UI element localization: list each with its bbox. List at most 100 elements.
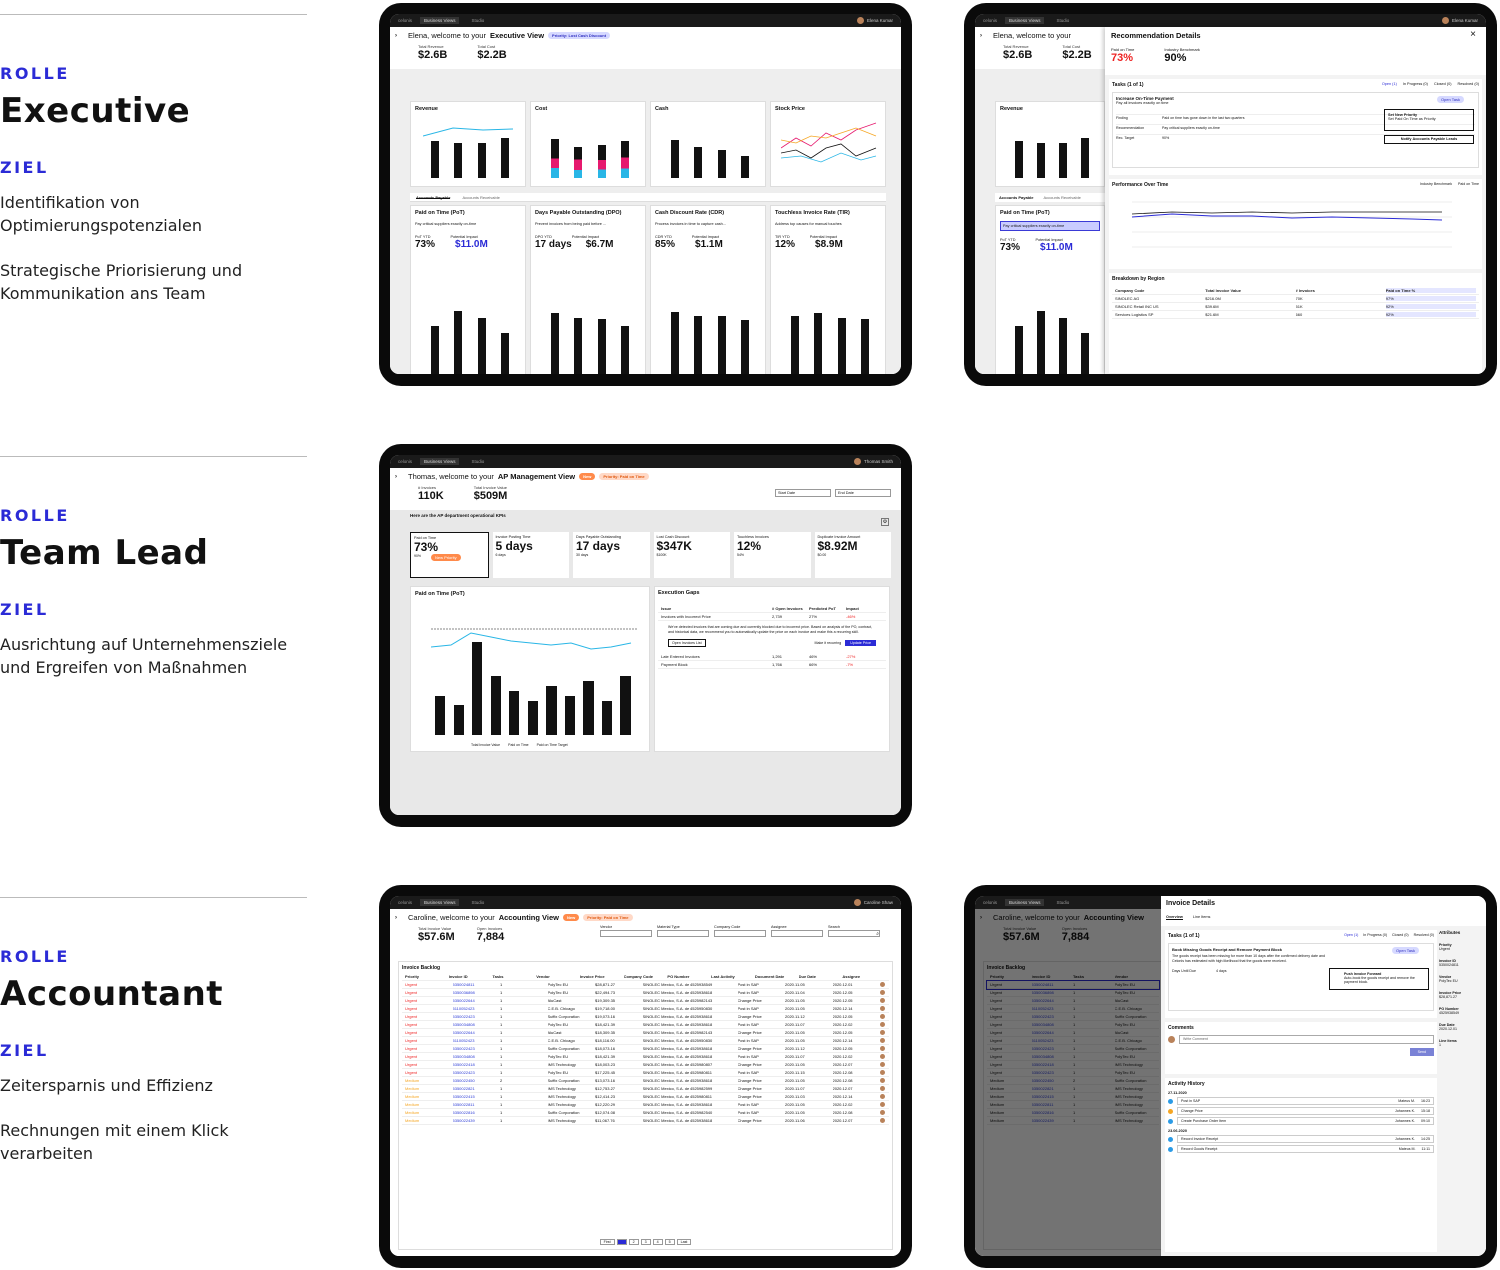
assignee-avatar[interactable] bbox=[880, 1069, 886, 1076]
assignee-avatar[interactable] bbox=[880, 981, 886, 988]
kpi-card-pot[interactable]: Paid on Time (PoT) Pay critical supplier… bbox=[995, 205, 1105, 374]
assignee-avatar[interactable] bbox=[880, 997, 886, 1004]
tab-studio[interactable]: Studio bbox=[1056, 900, 1070, 905]
column-header[interactable]: PO Number bbox=[667, 974, 690, 979]
cell[interactable]: 5350022418 bbox=[452, 1062, 475, 1067]
page-button[interactable]: 4 bbox=[652, 1239, 663, 1245]
tab-studio[interactable]: Studio bbox=[1056, 18, 1070, 23]
open-task-button[interactable]: Open Task bbox=[1391, 947, 1419, 954]
chevron-right-icon[interactable]: › bbox=[395, 32, 397, 39]
priority-pill[interactable]: Priority: Paid on Time bbox=[583, 914, 633, 921]
table-row[interactable]: Services Logistics SP $21.6M 660 92% bbox=[1112, 311, 1479, 319]
tab-line-items[interactable]: Line Items bbox=[1192, 915, 1211, 919]
card-subtitle[interactable]: Pay critical suppliers exactly on-time bbox=[1000, 221, 1100, 231]
filter-open[interactable]: Open (1) bbox=[1344, 933, 1359, 937]
search-input[interactable]: Search ⌕ bbox=[828, 925, 880, 937]
kpi-tile[interactable]: Days Payable Outstanding 17 days 30 days bbox=[573, 532, 650, 578]
page-button[interactable]: 3 bbox=[640, 1239, 651, 1245]
start-date-input[interactable]: Start Date bbox=[775, 489, 831, 497]
close-icon[interactable]: × bbox=[1470, 29, 1476, 40]
page-button[interactable]: First bbox=[599, 1239, 615, 1245]
end-date-input[interactable]: End Date bbox=[835, 489, 891, 497]
table-row[interactable]: Payment Block 1,766 66% -7% bbox=[658, 661, 886, 669]
open-task-button[interactable]: Open Task bbox=[1436, 96, 1464, 103]
kpi-tile[interactable]: Touchless Invoices 12% 54% bbox=[734, 532, 811, 578]
chevron-right-icon[interactable]: › bbox=[395, 914, 397, 921]
cell[interactable]: 5110052423 bbox=[452, 1038, 475, 1043]
table-row[interactable]: Medium 5350022450 2 Suffix Corporation $13,0… bbox=[402, 1077, 889, 1085]
filter-open[interactable]: Open (1) bbox=[1381, 82, 1397, 86]
user-menu[interactable]: Elena Kumar bbox=[1441, 17, 1478, 24]
kpi-tile[interactable]: Duplicate Invoice Amount $8.92M $0.00 bbox=[814, 532, 891, 578]
chart-card-cost[interactable]: Cost bbox=[530, 101, 646, 187]
send-button[interactable]: Send bbox=[1409, 1048, 1434, 1056]
cell[interactable]: 5350022811 bbox=[452, 1102, 475, 1107]
activity-item[interactable]: Post in SAP Mateus M. 16:23 bbox=[1168, 1097, 1434, 1105]
table-row[interactable]: Urgent 5350024811 1 PolyTec EU $28,871.27 SIN… bbox=[402, 981, 889, 989]
recurring-checkbox[interactable]: Make it recurring bbox=[814, 641, 842, 645]
kpi-card-tir[interactable]: Touchless Invoice Rate (TIR) Address top… bbox=[770, 205, 886, 374]
kpi-tile[interactable]: Lost Cash Discount $347K $100K bbox=[653, 532, 730, 578]
assignee-avatar[interactable] bbox=[880, 1101, 886, 1108]
assignee-avatar[interactable] bbox=[880, 1117, 886, 1124]
cell[interactable]: 5350022423 bbox=[452, 1070, 475, 1075]
table-row[interactable]: Urgent 5110052423 1 C.E.B. Chicago $18,116.0… bbox=[402, 1037, 889, 1045]
cell[interactable]: 5350022644 bbox=[452, 1030, 475, 1035]
chart-card-revenue[interactable]: Revenue bbox=[410, 101, 526, 187]
update-price-button[interactable]: Update Price bbox=[845, 640, 876, 646]
cell[interactable]: 5350022415 bbox=[452, 1094, 475, 1099]
tab-studio[interactable]: Studio bbox=[471, 900, 485, 905]
filter-in-progress[interactable]: In Progress (0) bbox=[1363, 933, 1388, 937]
table-row[interactable]: Medium 5350022415 1 IMS Technology $12,414.2… bbox=[402, 1093, 889, 1101]
assignee-avatar[interactable] bbox=[880, 1037, 886, 1044]
column-header[interactable]: Paid on Time % bbox=[1385, 288, 1476, 293]
filter-material-type[interactable]: Material Type bbox=[657, 925, 709, 937]
chart-card-revenue[interactable]: Revenue bbox=[995, 101, 1105, 187]
column-header[interactable]: Last Activity bbox=[711, 974, 735, 979]
filter-vendor[interactable]: Vendor bbox=[600, 925, 652, 937]
cell[interactable]: 5350022821 bbox=[452, 1086, 475, 1091]
filter-closed[interactable]: Closed (0) bbox=[1433, 82, 1452, 86]
tab-business-views[interactable]: Business Views bbox=[420, 17, 460, 24]
column-header[interactable]: Document Date bbox=[754, 974, 785, 979]
notify-button[interactable]: Notify Accounts Payable Leads bbox=[1384, 135, 1474, 144]
cell[interactable]: 5350022816 bbox=[452, 1110, 475, 1115]
tab-business-views[interactable]: Business Views bbox=[420, 458, 460, 465]
kpi-tile[interactable]: Paid on Time 73% 90% New Priority bbox=[410, 532, 489, 578]
chevron-right-icon[interactable]: › bbox=[980, 32, 982, 39]
page-button[interactable]: 2 bbox=[628, 1239, 639, 1245]
table-row[interactable]: Urgent 5350022423 1 Suffix Corporation $19,0… bbox=[402, 1013, 889, 1021]
cell[interactable]: 5350022423 bbox=[452, 1014, 475, 1019]
user-menu[interactable]: Elena Kumar bbox=[856, 17, 893, 24]
assignee-avatar[interactable] bbox=[880, 989, 886, 996]
tab-overview[interactable]: Overview bbox=[1166, 915, 1183, 920]
column-header[interactable]: Due Date bbox=[798, 974, 816, 979]
table-row[interactable]: Late Entered Invoices 1,291 46% -27% bbox=[658, 653, 886, 661]
assignee-avatar[interactable] bbox=[880, 1077, 886, 1084]
cell[interactable]: 5110052423 bbox=[452, 1006, 475, 1011]
column-header[interactable]: Priority bbox=[405, 974, 420, 979]
kpi-tile[interactable]: Invoice Posting Time 5 days 6 days bbox=[492, 532, 569, 578]
filter-in-progress[interactable]: In Progress (0) bbox=[1402, 82, 1428, 86]
assignee-avatar[interactable] bbox=[880, 1021, 886, 1028]
cell[interactable]: 5350034808 bbox=[452, 1054, 475, 1059]
cell[interactable]: 5350022439 bbox=[452, 1118, 475, 1123]
table-row[interactable]: Medium 5350022439 1 IMS Technology $11,067.7… bbox=[402, 1117, 889, 1125]
column-header[interactable]: Company Code bbox=[1115, 288, 1145, 293]
column-header[interactable]: Tasks bbox=[492, 974, 504, 979]
priority-pill[interactable]: Priority: Lost Cash Discount bbox=[548, 32, 611, 39]
column-header[interactable]: Invoice ID bbox=[448, 974, 468, 979]
page-button[interactable]: 1 bbox=[616, 1239, 627, 1245]
kpi-card-cdr[interactable]: Cash Discount Rate (CDR) Process invoice… bbox=[650, 205, 766, 374]
tab-business-views[interactable]: Business Views bbox=[420, 899, 460, 906]
filter-closed[interactable]: Closed (0) bbox=[1392, 933, 1409, 937]
modal-overlay[interactable] bbox=[975, 909, 1161, 1256]
table-row[interactable]: Urgent 5350022644 1 AluCast $19,309.35 SINOLE… bbox=[402, 997, 889, 1005]
task-item[interactable]: Increase On-Time Payment Pay all invoice… bbox=[1112, 92, 1479, 168]
filter-resolved[interactable]: Resolved (0) bbox=[1457, 82, 1479, 86]
cell[interactable]: 5350022423 bbox=[452, 1046, 475, 1051]
column-header[interactable]: Issue bbox=[661, 606, 672, 611]
column-header[interactable]: # Open Invoices bbox=[772, 606, 803, 611]
assignee-avatar[interactable] bbox=[880, 1029, 886, 1036]
table-row[interactable]: SINOLEC AG $216.0M 70K 97% bbox=[1112, 295, 1479, 303]
